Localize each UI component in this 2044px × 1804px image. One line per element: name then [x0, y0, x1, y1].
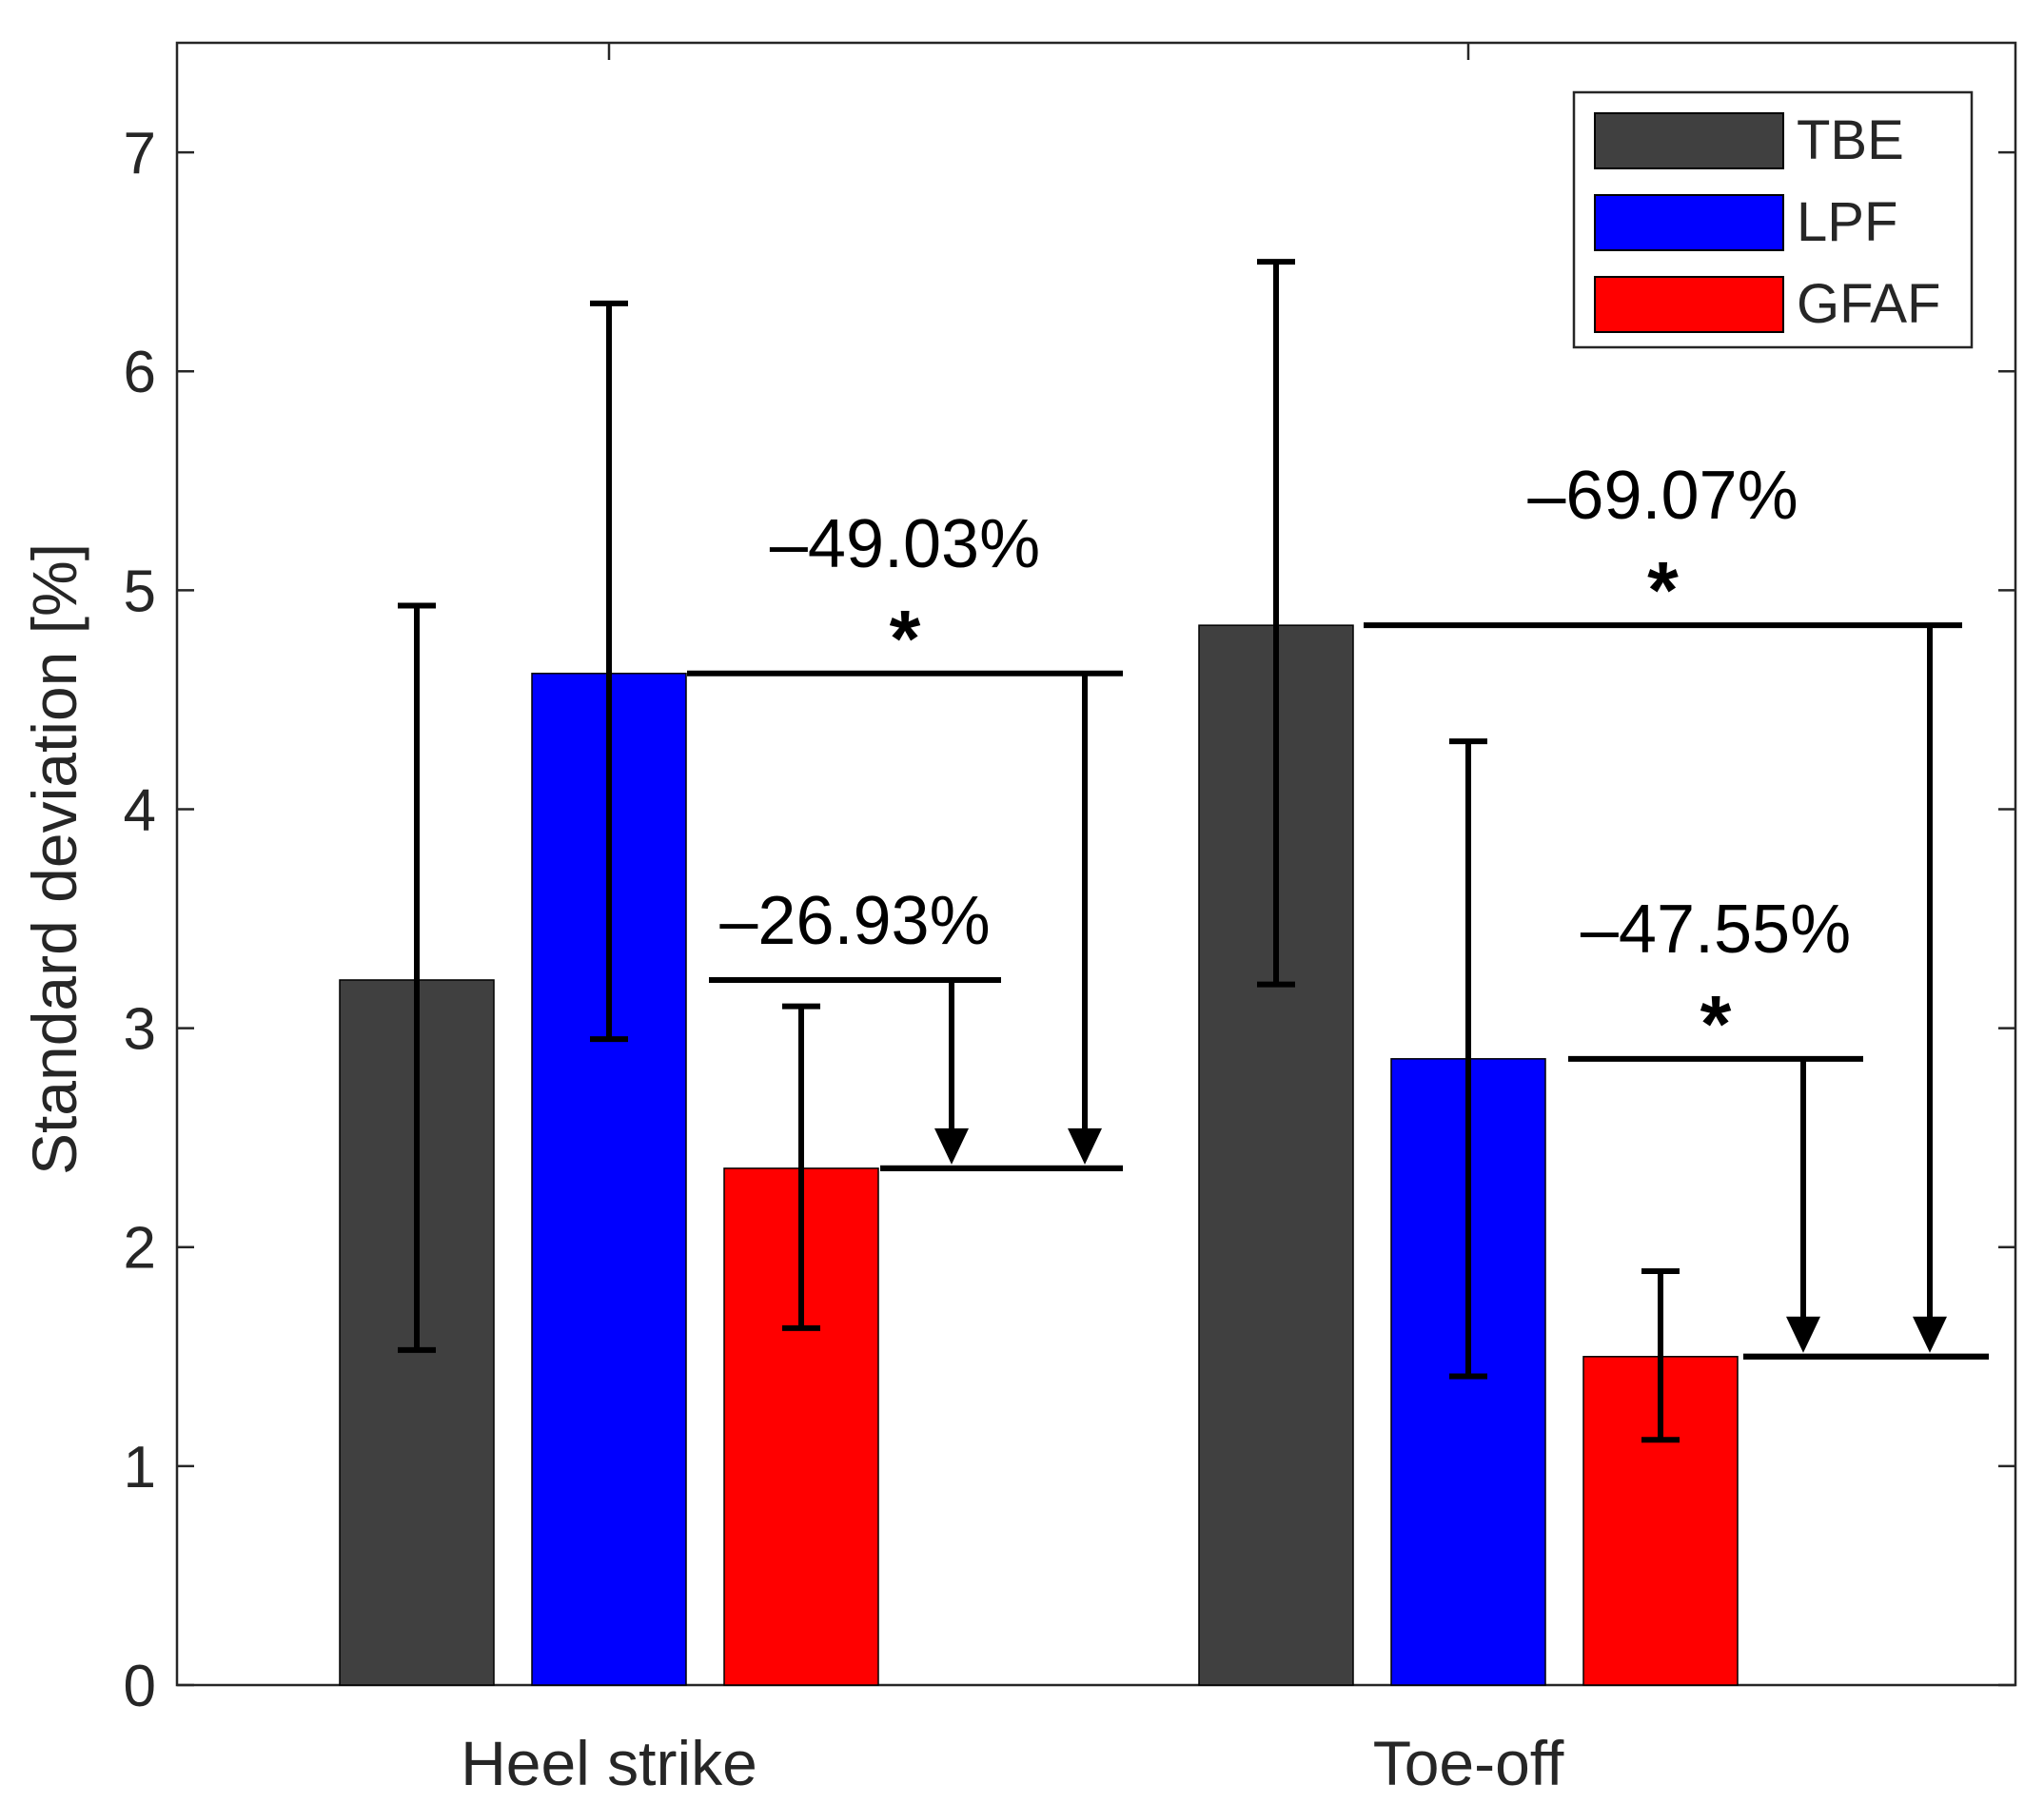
x-tick-label: Toe-off [1373, 1728, 1564, 1798]
y-axis-label: Standard deviation [%] [19, 543, 89, 1175]
y-tick-label: 6 [124, 340, 156, 405]
legend: TBE LPF GFAF [1572, 90, 1974, 349]
bracket-arrow-head [934, 1128, 969, 1165]
reduction-label: –47.55% [1581, 892, 1851, 968]
y-tick-label: 2 [124, 1216, 156, 1282]
error-bars-group [398, 259, 1680, 1443]
significance-star: * [1647, 545, 1679, 635]
legend-label-gfaf: GFAF [1797, 273, 1940, 335]
bracket-arrow-head [1068, 1128, 1102, 1165]
bracket-arrow-head [1913, 1316, 1947, 1353]
x-axis-ticks: Heel strike Toe-off [461, 43, 1564, 1798]
reduction-label: –49.03% [770, 506, 1040, 582]
y-axis-ticks: 0 1 2 3 4 5 6 7 [124, 121, 2015, 1719]
y-tick-label: 5 [124, 559, 156, 624]
legend-swatch-gfaf [1594, 276, 1784, 333]
y-tick-label: 7 [124, 121, 156, 186]
significance-star: * [1700, 979, 1732, 1069]
y-tick-label: 0 [124, 1654, 156, 1719]
annotations-group: –26.93% * –49.03% * –47.55% * –69.07% [687, 458, 1989, 1360]
reduction-label: –69.07% [1527, 458, 1798, 534]
legend-swatch-tbe [1594, 112, 1784, 169]
legend-swatch-lpf [1594, 194, 1784, 251]
y-tick-label: 1 [124, 1435, 156, 1500]
bracket-arrow-head [1786, 1316, 1820, 1353]
significance-star: * [890, 594, 921, 683]
y-tick-label: 4 [124, 777, 156, 843]
y-tick-label: 3 [124, 997, 156, 1063]
x-tick-label: Heel strike [461, 1728, 757, 1798]
legend-label-lpf: LPF [1797, 191, 1897, 253]
reduction-label: –26.93% [719, 883, 990, 959]
legend-label-tbe: TBE [1797, 109, 1904, 171]
